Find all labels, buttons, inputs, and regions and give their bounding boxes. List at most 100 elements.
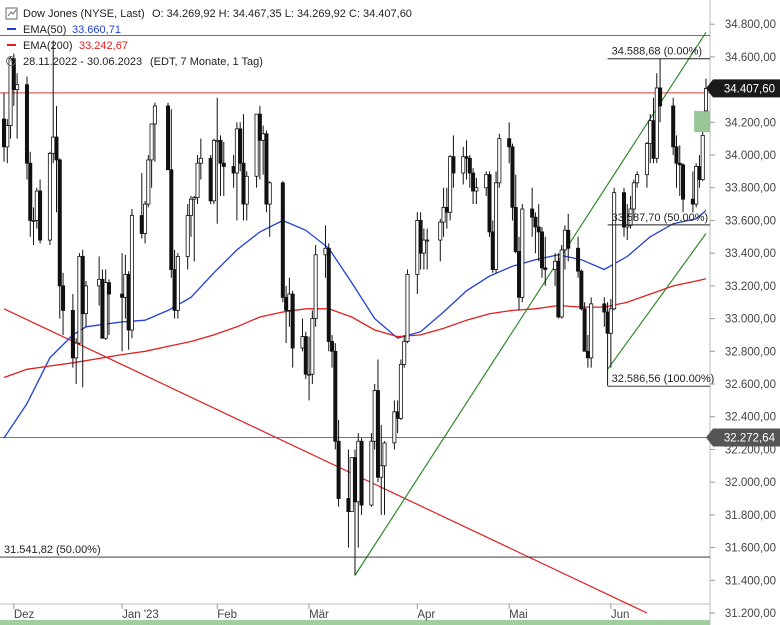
candle [149,123,154,188]
candle [658,58,663,123]
y-tick-label: 33.600,00 [725,215,776,227]
candle [303,331,308,380]
candle-body-down [487,174,492,233]
candle-body-down [464,156,469,159]
candle-body-down [517,251,522,298]
candle-body-down [507,138,512,148]
candle-body-up [34,190,39,221]
candle-body-up [700,134,705,180]
candle-body-up [349,457,354,512]
candle [74,338,79,385]
candle [566,213,571,262]
price-badge-shape [706,79,780,98]
candle [57,158,62,319]
candle-body-down [218,139,223,164]
symbol-icon[interactable] [5,7,18,20]
legend-ohlc: O: 34.269,92 H: 34.467,35 L: 34.269,92 C… [152,8,412,20]
candle [520,204,525,303]
candle-body-up [421,239,426,254]
y-tick-label: 31.400,00 [725,575,776,587]
candle [254,113,259,188]
candle-body-up [438,221,443,241]
candle-body-down [359,440,364,506]
candle-body-down [490,231,495,270]
bottom-scroll-bar[interactable] [0,620,710,625]
candle-body-up [448,156,453,213]
candle [369,433,374,507]
candle [84,280,89,327]
candle-body-down [510,146,515,208]
candle-body-up [520,208,525,298]
legend-period: 28.11.2022 - 30.06.2023 [23,56,142,68]
candle [24,76,29,180]
candle-body-down [333,350,338,442]
candle [15,73,20,139]
level-badge: 32.272,64 [706,428,780,447]
candle-body-up [484,174,489,189]
candle [333,343,338,450]
candle [471,168,476,205]
candle-body-down [11,58,16,91]
candle [507,122,512,164]
candle-body-up [559,249,564,318]
candle-body-down [106,282,111,295]
candle-body-up [392,411,397,444]
x-tick-label: Feb [217,609,237,621]
candle-body-up [267,182,272,205]
candle [221,141,226,196]
candle-body-up [51,136,56,154]
candle [100,269,105,339]
candle-body-down [602,303,607,313]
candle [106,279,111,335]
candle [208,155,213,205]
candle-body-up [323,247,328,256]
candle [579,269,584,311]
legend-ema200-value: 33.242,67 [79,40,128,52]
price-badge: 34.407,60 [706,79,780,98]
candle [152,102,157,162]
candle [513,174,518,254]
x-tick-label: Mai [509,609,528,621]
candle [70,294,75,368]
candle-body-down [80,256,85,315]
candle-body-down [530,208,535,218]
y-tick-label: 32.600,00 [725,379,776,391]
candle-body-up [146,159,151,205]
y-tick-label: 31.800,00 [725,510,776,522]
price-badges: 32.272,64 34.407,60 [706,79,780,447]
x-tick-label: Apr [417,609,435,621]
candle-body-down [257,113,262,141]
ema50-line [3,210,707,439]
candle-body-up [648,120,653,144]
candle [582,302,587,352]
candle-body-up [15,84,20,91]
candle-body-down [556,260,561,318]
candle [336,419,341,507]
target-zone [694,110,710,133]
y-tick-label: 33.000,00 [725,314,776,326]
candle-body-down [28,162,33,221]
candle-body-down [566,229,571,249]
candle [143,200,148,244]
candle-body-down [166,105,171,171]
target-zone-rect [694,110,710,133]
y-tick-label: 33.200,00 [725,281,776,293]
candle-body-down [100,278,105,339]
candle [38,179,43,244]
candle-body-up [654,87,659,159]
candle-body-up [234,128,239,174]
legend: Dow Jones (NYSE, Last) O: 34.269,92 H: 3… [5,7,412,68]
candle [313,244,318,327]
y-tick-label: 31.200,00 [725,608,776,620]
candle [103,269,108,340]
candle [280,181,285,303]
candle-body-down [336,440,341,499]
candle-body-down [690,198,695,205]
candle-body-up [628,208,633,226]
candlesticks [2,40,709,576]
trendline-green-1 [354,32,707,576]
candle-body-up [474,187,479,192]
candle [681,163,686,213]
annotation-label: 33.587,70 (50.00%) [612,212,709,224]
candle-body-up [97,278,102,287]
